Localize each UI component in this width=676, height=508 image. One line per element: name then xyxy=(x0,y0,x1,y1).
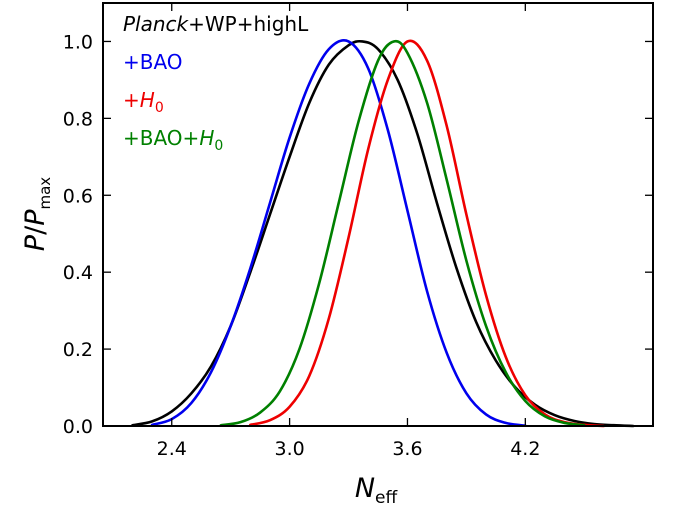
y-tick-labels: 0.0 0.2 0.4 0.6 0.8 1.0 xyxy=(63,31,93,438)
y-tick-label: 0.8 xyxy=(63,108,93,130)
y-tick-label: 0.0 xyxy=(63,416,93,438)
series-line-1 xyxy=(150,39,527,427)
y-tick-label: 0.4 xyxy=(63,262,93,284)
plot-frame xyxy=(102,2,654,427)
y-tick-label: 0.2 xyxy=(63,339,93,361)
legend: Planck+WP+highL +BAO +H0 +BAO+H0 xyxy=(123,12,309,154)
x-tick-label: 4.2 xyxy=(510,438,540,460)
series-line-0 xyxy=(131,39,635,428)
y-tick-label: 0.6 xyxy=(63,185,93,207)
y-axis-title: P/Pmax xyxy=(20,177,54,252)
legend-entry-bao-h0: +BAO+H0 xyxy=(123,126,223,154)
x-tick-label: 2.4 xyxy=(157,438,187,460)
legend-entry-h0: +H0 xyxy=(123,88,164,116)
series-line-2 xyxy=(249,39,606,428)
x-axis-title: Neff xyxy=(355,473,399,508)
y-tick-label: 1.0 xyxy=(63,31,93,53)
x-tick-label: 3.0 xyxy=(274,438,304,460)
legend-entry-planck: Planck+WP+highL xyxy=(123,12,309,36)
x-tick-labels: 2.4 3.0 3.6 4.2 xyxy=(157,438,541,460)
series-line-3 xyxy=(219,39,586,427)
legend-entry-bao: +BAO xyxy=(123,50,183,74)
data-curves xyxy=(131,39,635,428)
x-tick-label: 3.6 xyxy=(392,438,422,460)
